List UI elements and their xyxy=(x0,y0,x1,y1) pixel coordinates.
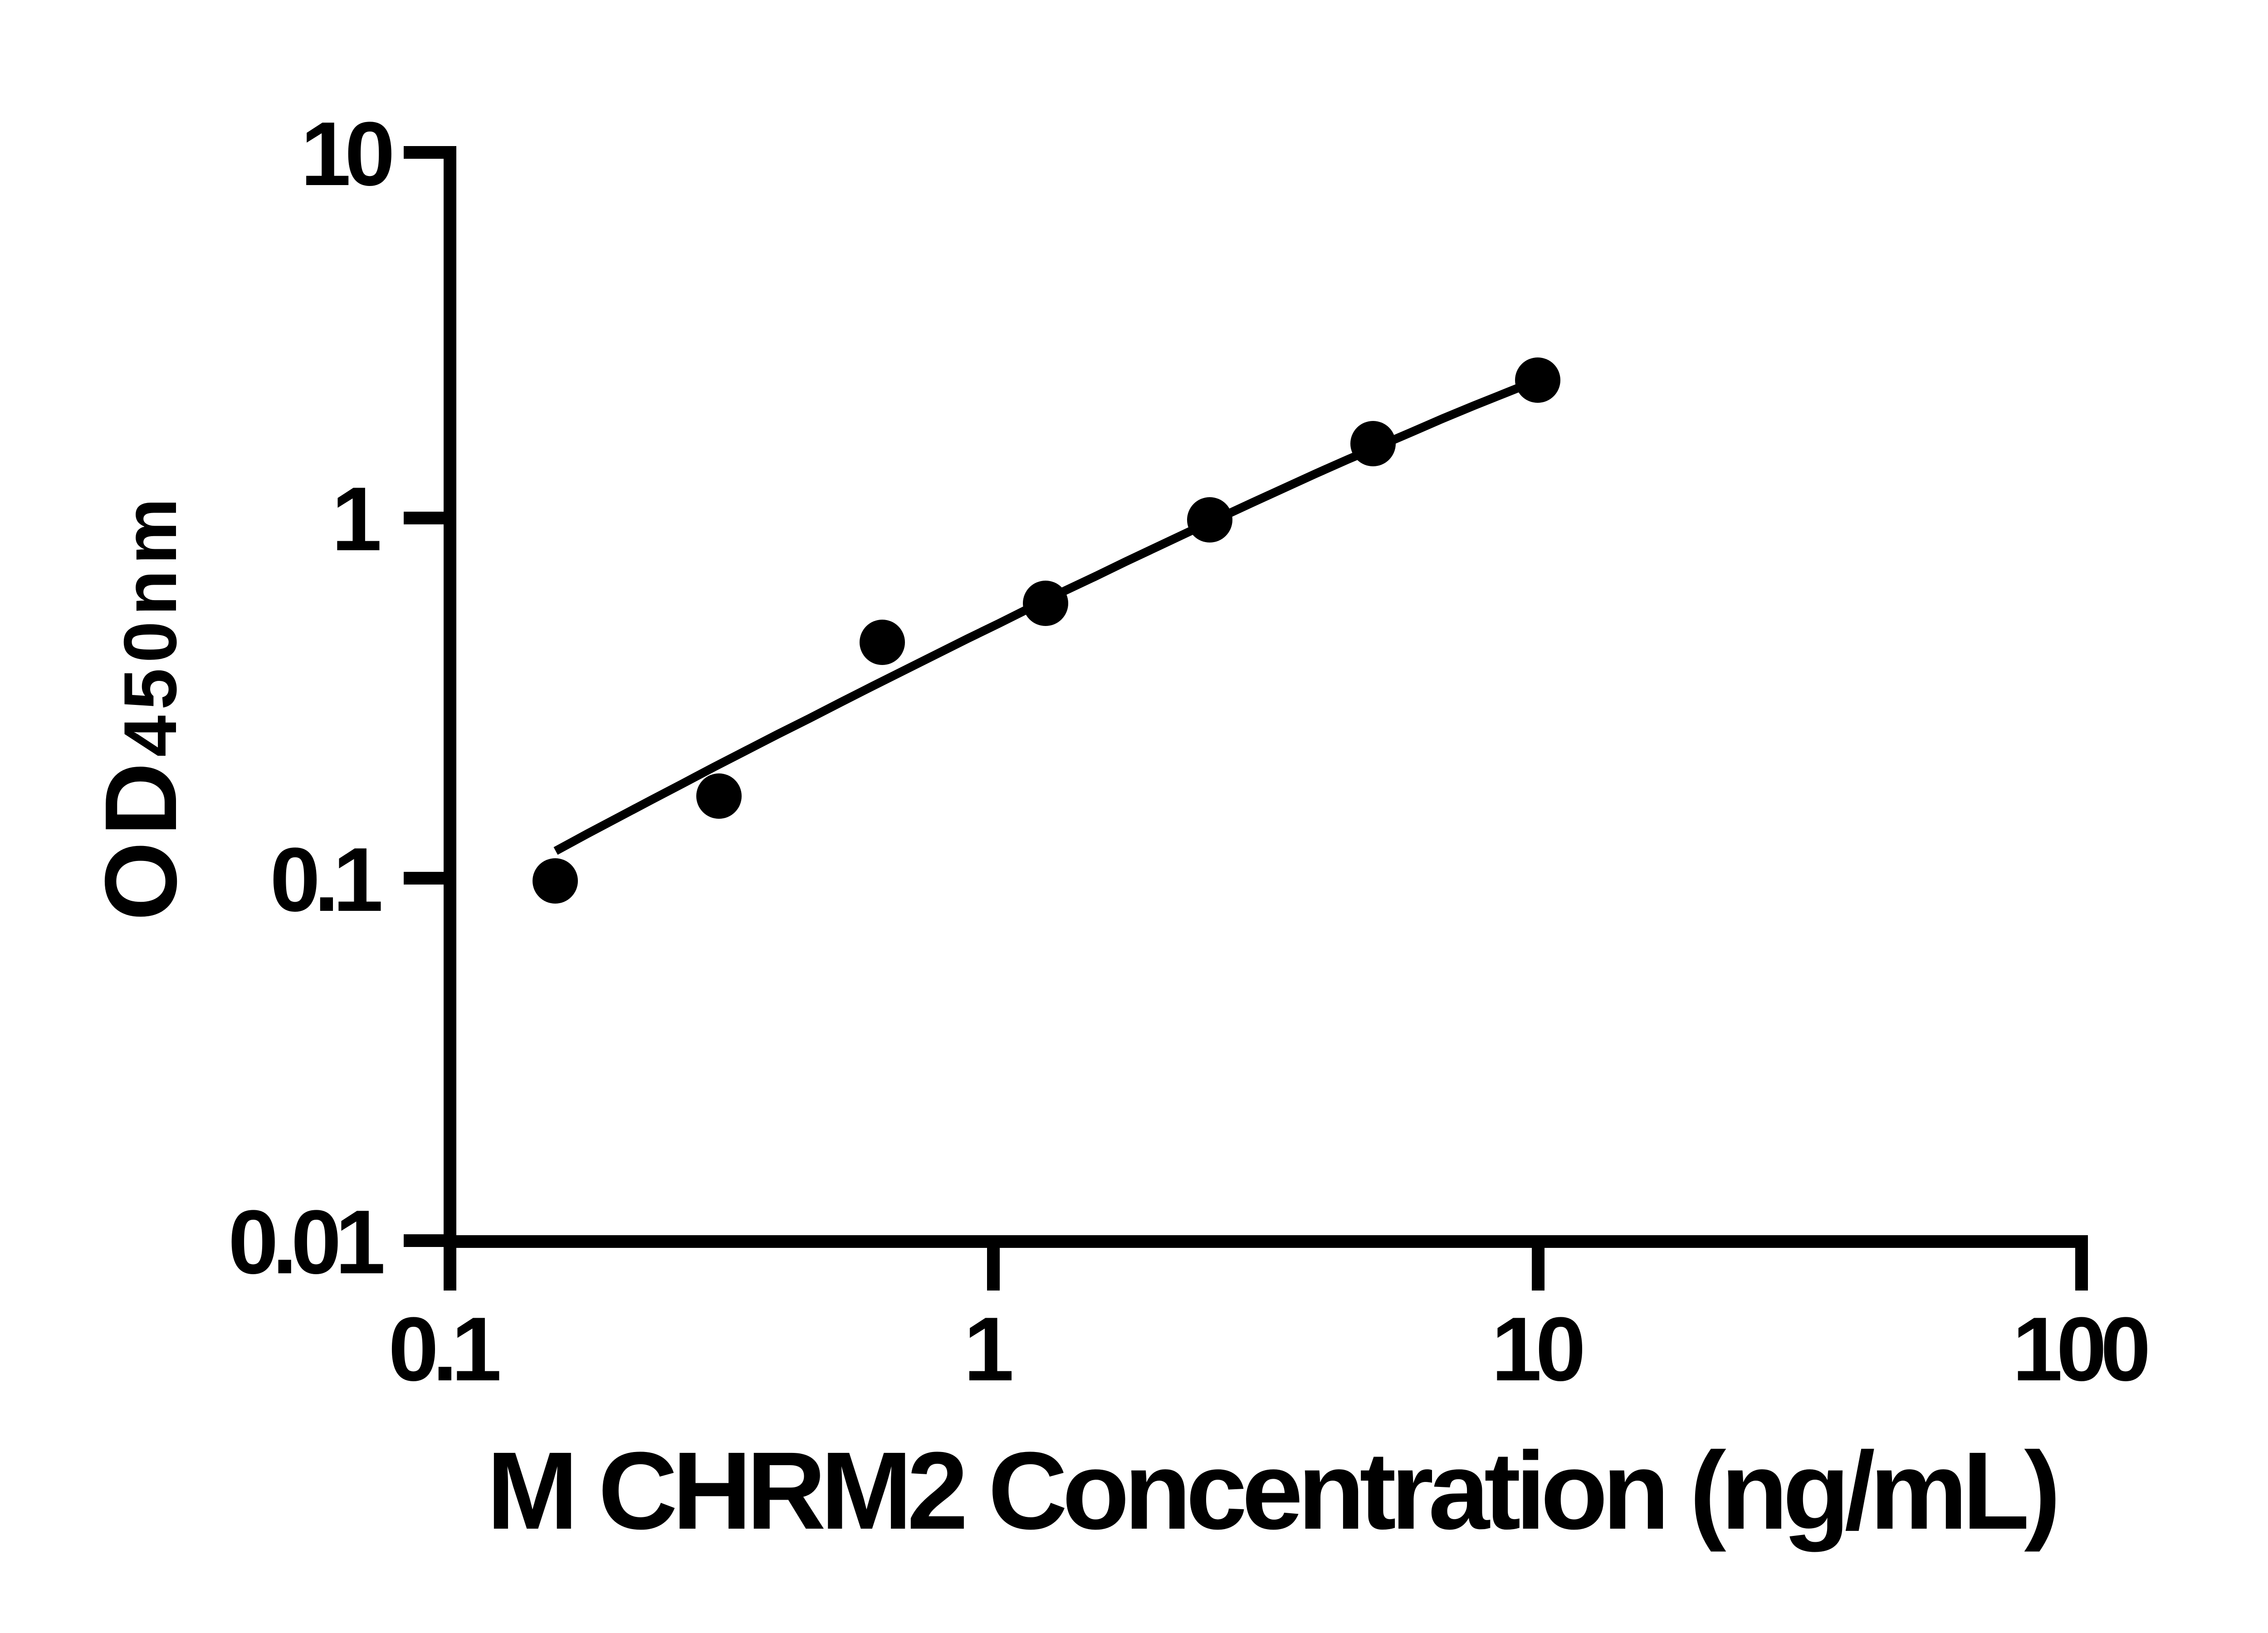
svg-text:OD450nm: OD450nm xyxy=(83,493,198,921)
svg-text:10: 10 xyxy=(301,103,392,205)
svg-text:0.1: 0.1 xyxy=(270,829,381,930)
svg-text:10: 10 xyxy=(1491,1299,1583,1400)
svg-text:0.1: 0.1 xyxy=(388,1299,499,1400)
svg-text:0.01: 0.01 xyxy=(228,1192,383,1293)
svg-text:M CHRM2 Concentration (ng/mL): M CHRM2 Concentration (ng/mL) xyxy=(487,1429,2056,1552)
svg-text:1: 1 xyxy=(332,469,380,570)
svg-text:1: 1 xyxy=(963,1299,1012,1400)
svg-text:100: 100 xyxy=(2012,1299,2147,1400)
